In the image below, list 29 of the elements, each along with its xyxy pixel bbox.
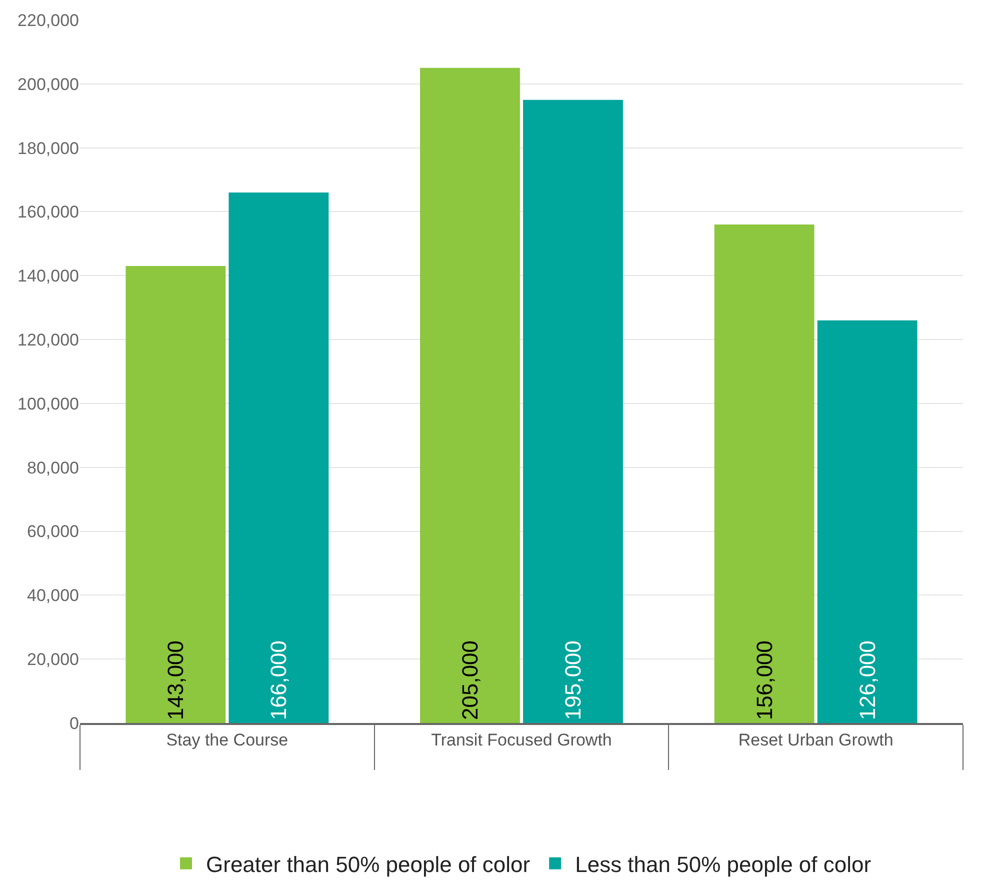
- data-label: 195,000: [560, 640, 586, 720]
- bar: [523, 100, 623, 723]
- x-tick-label: Reset Urban Growth: [738, 730, 894, 750]
- bar: [817, 320, 918, 723]
- y-tick-label: 160,000: [18, 202, 79, 222]
- bar: [420, 68, 520, 723]
- legend-label: Greater than 50% people of color: [206, 852, 530, 877]
- y-tick-label: 60,000: [27, 522, 79, 542]
- y-tick-label: 20,000: [27, 650, 79, 670]
- legend-label: Less than 50% people of color: [575, 852, 872, 877]
- y-tick-label: 140,000: [18, 266, 79, 286]
- bar: [126, 266, 226, 723]
- y-tick-label: 0: [70, 714, 79, 733]
- y-tick-label: 120,000: [18, 330, 79, 350]
- x-tick-label: Transit Focused Growth: [431, 730, 612, 750]
- x-tick-label: Stay the Course: [166, 730, 288, 750]
- y-tick-label: 80,000: [27, 458, 79, 478]
- data-label: 126,000: [854, 640, 880, 720]
- data-label: 205,000: [457, 640, 482, 720]
- y-tick-label: 40,000: [27, 586, 79, 606]
- data-label: 156,000: [752, 640, 777, 720]
- y-tick-label: 180,000: [18, 138, 79, 158]
- y-tick-label: 220,000: [18, 10, 79, 30]
- bar: [714, 224, 814, 723]
- bar: [228, 192, 329, 723]
- data-label: 166,000: [266, 640, 292, 720]
- y-tick-label: 100,000: [18, 394, 79, 414]
- y-tick-label: 200,000: [18, 74, 79, 94]
- data-label: 143,000: [163, 640, 188, 720]
